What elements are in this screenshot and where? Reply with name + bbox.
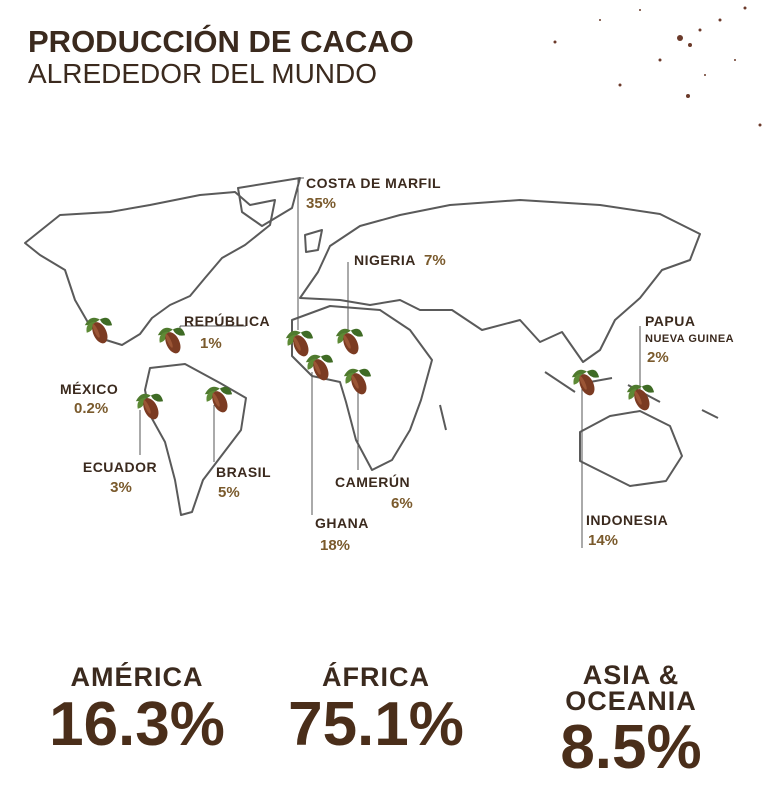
region-name: ÁFRICA [322,661,430,692]
splatter [553,6,762,127]
cacao-icon [343,368,372,395]
subtitle: ALREDEDOR DEL MUNDO [28,58,377,89]
title: PRODUCCIÓN DE CACAO [28,23,414,59]
country-share: 35% [306,195,336,212]
country-labels: COSTA DE MARFIL 35% NIGERIA 7% REPÚBLICA… [60,175,734,554]
country-share: 7% [424,252,446,269]
country-name: BRASIL [216,464,271,480]
country-subname: NUEVA GUINEA [645,333,734,345]
cacao-icon [285,330,314,357]
region-name: AMÉRICA [71,661,204,692]
country-name: GHANA [315,515,369,531]
country-share: 1% [200,335,222,352]
country-share: 18% [320,537,350,554]
country-share: 6% [391,495,413,512]
country-name: ECUADOR [83,459,157,475]
cacao-icon [571,369,600,396]
country-share: 3% [110,479,132,496]
region-share: 75.1% [288,690,464,759]
cacao-icon [335,328,364,355]
region-share: 16.3% [49,690,225,759]
region-name: ASIA & [583,660,680,690]
country-name: NIGERIA [354,252,416,268]
region-name: OCEANIA [565,686,697,716]
cacao-icon [157,327,186,354]
country-name: CAMERÚN [335,473,410,490]
country-share: 0.2% [74,400,108,417]
country-name: PAPUA [645,313,695,329]
world-map [24,177,719,516]
country-share: 14% [588,532,618,549]
region-totals: AMÉRICA 16.3% ÁFRICA 75.1% ASIA & OCEANI… [49,660,702,782]
cacao-icon [204,386,233,413]
country-share: 5% [218,484,240,501]
country-name: COSTA DE MARFIL [306,175,441,191]
country-markers [84,177,655,548]
country-name: INDONESIA [586,512,668,528]
country-share: 2% [647,349,669,366]
country-name: MÉXICO [60,381,118,397]
region-share: 8.5% [560,713,701,782]
country-name: REPÚBLICA [184,312,270,329]
